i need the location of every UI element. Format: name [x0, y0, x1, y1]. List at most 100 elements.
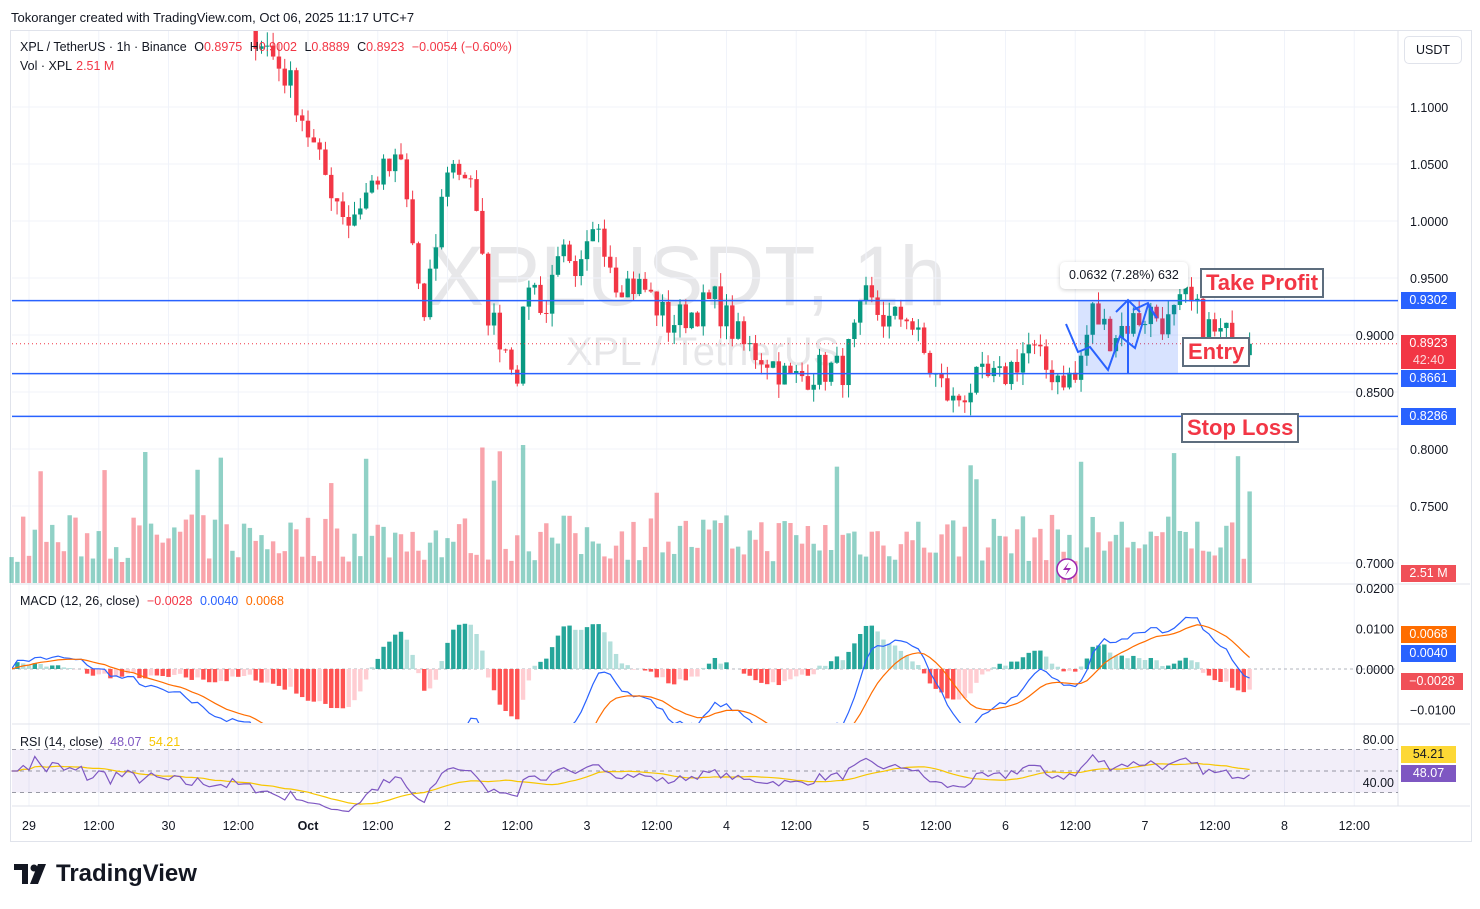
tradingview-logo[interactable]: TradingView	[14, 860, 197, 888]
candle-body	[974, 366, 979, 393]
entry-label[interactable]: Entry	[1182, 337, 1251, 367]
volume-bar	[1032, 537, 1037, 583]
candle-body	[654, 291, 659, 316]
volume-bar	[329, 483, 334, 583]
candle-body	[846, 338, 851, 386]
rsi-value: 48.07	[110, 735, 142, 749]
candle-body	[375, 180, 380, 185]
candle-body	[404, 159, 410, 200]
volume-bar	[113, 547, 119, 583]
candle-body	[794, 370, 799, 374]
macd-histogram-bar	[427, 669, 433, 689]
volume-bar	[1131, 541, 1136, 583]
macd-histogram-bar	[671, 669, 677, 685]
volume-bar	[794, 535, 799, 583]
macd-histogram-bar	[462, 623, 468, 669]
candle-body	[991, 367, 997, 377]
macd-histogram-bar	[991, 667, 997, 669]
macd-hist-tag: −0.0028	[1401, 673, 1463, 690]
macd-histogram-bar	[852, 643, 857, 669]
macd-histogram-bar	[578, 629, 584, 669]
volume-bar	[497, 451, 503, 583]
macd-histogram-bar	[724, 662, 729, 669]
time-axis-label: 12:00	[1339, 819, 1370, 833]
macd-histogram-bar	[1131, 655, 1136, 669]
volume-bar	[1119, 521, 1124, 583]
volume-legend: Vol · XPL 2.51 M	[20, 59, 118, 73]
volume-bar	[1078, 461, 1084, 583]
volume-bar	[160, 542, 165, 583]
macd-histogram-bar	[1195, 662, 1200, 669]
stop-loss-label[interactable]: Stop Loss	[1181, 413, 1300, 443]
candle-body	[869, 285, 875, 298]
take-profit-label[interactable]: Take Profit	[1200, 268, 1325, 298]
macd-histogram-bar	[828, 661, 834, 669]
candle-body	[1212, 319, 1217, 332]
macd-histogram-bar	[143, 669, 148, 679]
change-value: −0.0054 (−0.60%)	[411, 40, 512, 54]
candle-body	[695, 312, 700, 327]
volume-label[interactable]: Vol · XPL	[20, 59, 73, 73]
volume-bar	[741, 554, 747, 583]
candle-body	[1073, 372, 1078, 380]
volume-bar	[666, 541, 671, 583]
candle-body	[276, 56, 282, 69]
candle-body	[201, 0, 205, 3]
macd-histogram-bar	[933, 669, 938, 689]
volume-bar	[526, 551, 532, 583]
macd-histogram-bar	[945, 669, 950, 699]
macd-histogram-bar	[241, 669, 247, 677]
macd-signal-line	[12, 624, 1251, 723]
volume-bar	[294, 529, 299, 583]
volume-bar	[718, 523, 723, 583]
volume-bar	[561, 515, 566, 583]
volume-bar	[131, 517, 136, 583]
volume-bar	[799, 543, 805, 583]
volume-bar	[375, 524, 380, 583]
volume-bar	[660, 552, 665, 583]
candle-body	[852, 322, 857, 339]
volume-bar	[1055, 529, 1061, 583]
candle-body	[561, 244, 566, 257]
macd-label[interactable]: MACD (12, 26, close)	[20, 594, 140, 608]
candle-body	[666, 301, 671, 333]
volume-bar	[468, 553, 473, 583]
macd-histogram-bar	[590, 624, 596, 669]
candle-body	[352, 214, 357, 226]
volume-bar	[555, 543, 561, 583]
rsi-label[interactable]: RSI (14, close)	[20, 735, 103, 749]
rsi-ma-value: 54.21	[148, 735, 181, 749]
time-axis-label: 12:00	[641, 819, 672, 833]
candle-body	[1084, 334, 1090, 356]
macd-histogram-bar	[1026, 652, 1031, 669]
volume-bar	[980, 560, 985, 583]
symbol-label[interactable]: XPL / TetherUS · 1h · Binance	[20, 40, 187, 54]
volume-bar	[939, 534, 944, 583]
volume-bar	[590, 541, 596, 583]
volume-bar	[340, 556, 346, 583]
macd-histogram-bar	[718, 663, 723, 669]
macd-histogram-bar	[701, 667, 706, 669]
macd-histogram-bar	[334, 669, 340, 709]
candle-body	[1090, 303, 1095, 335]
candle-body	[898, 306, 904, 320]
volume-bar	[1113, 534, 1119, 583]
volume-bar	[974, 479, 979, 583]
candle-body	[753, 343, 758, 361]
currency-button[interactable]: USDT	[1404, 36, 1462, 64]
candle-body	[637, 278, 642, 295]
macd-histogram-bar	[1078, 666, 1084, 669]
candle-body	[1026, 344, 1031, 354]
macd-histogram-bar	[317, 669, 322, 702]
candle-body	[823, 354, 828, 382]
volume-bar	[933, 552, 938, 583]
macd-histogram-bar	[782, 669, 787, 682]
candle-body	[288, 70, 293, 86]
volume-bar	[1014, 529, 1020, 583]
candle-body	[340, 201, 346, 218]
candle-body	[578, 259, 584, 277]
macd-histogram-bar	[50, 665, 55, 669]
macd-histogram-bar	[515, 669, 520, 720]
candle-body	[410, 199, 415, 244]
